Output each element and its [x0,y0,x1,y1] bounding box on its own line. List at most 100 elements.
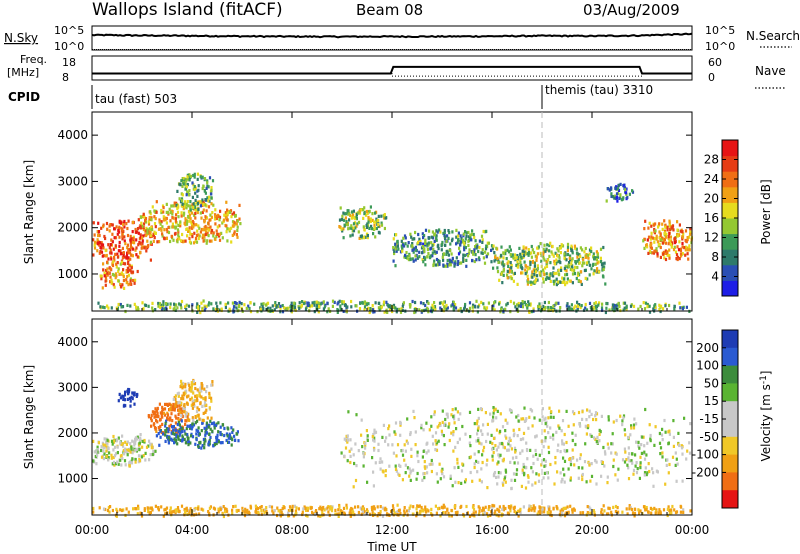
power-cell [336,302,339,306]
x-axis-labels: 00:00 04:00 08:00 12:00 16:00 20:00 00:00 [75,523,710,537]
velocity-cell [482,423,485,427]
power-cell [419,242,422,246]
power-cell [555,258,558,262]
power-cell [360,234,363,238]
velocity-cell [514,450,517,454]
velocity-cell [198,512,201,516]
power-colorbar-swatch [722,171,738,188]
power-cell [668,239,671,243]
velocity-cell [423,476,426,480]
velocity-cell [124,463,127,467]
velocity-cell [373,428,376,432]
power-cell [174,217,177,221]
velocity-cell [208,442,211,446]
velocity-cell [476,419,479,423]
power-cell [133,281,136,285]
velocity-cell [621,510,624,514]
power-cell [596,261,599,265]
power-cell [350,224,353,228]
power-cell [109,275,112,279]
velocity-cell [376,514,379,518]
velocity-cell [340,451,343,455]
velocity-cell [213,424,216,428]
power-cell [171,212,174,216]
velocity-cell [204,398,207,402]
power-cell [599,256,602,260]
power-cell [480,251,483,255]
velocity-cell [132,393,136,397]
velocity-cell [221,512,224,516]
power-cell [136,306,139,310]
velocity-cell [548,507,551,511]
power-cell [584,276,587,280]
velocity-cell [527,508,530,513]
velocity-cell [441,409,444,413]
velocity-cell [610,442,613,446]
velocity-cell [474,510,477,514]
velocity-cell [637,508,640,512]
power-cell [343,223,346,227]
velocity-cell [475,459,478,463]
power-cell [310,304,313,308]
power-cell [228,210,232,214]
velocity-cell [295,506,298,510]
velocity-cell [165,430,168,434]
power-cell [339,307,342,311]
power-cell [101,254,104,258]
velocity-cell [254,504,257,508]
power-cell [450,252,453,256]
power-cell [392,259,395,263]
velocity-cell [549,426,552,430]
power-cell [601,302,604,306]
velocity-cell [560,429,563,433]
power-cell [107,270,110,274]
velocity-cell [130,447,133,451]
velocity-cell [658,431,661,436]
velocity-cell [519,510,522,515]
velocity-cell [420,505,423,510]
velocity-cell [153,415,156,419]
velocity-cell [137,445,141,449]
velocity-cell [420,426,423,430]
power-cell [664,249,667,253]
velocity-cell [624,433,627,437]
velocity-cell [210,399,213,403]
velocity-cell [507,442,510,446]
velocity-cell [448,438,451,443]
velocity-cell [593,510,596,515]
velocity-cell [628,504,631,508]
power-cell [426,307,430,312]
power-cell [661,241,665,245]
power-cell [227,301,230,305]
velocity-cell [188,386,191,390]
velocity-cell [442,503,445,507]
velocity-cell [197,433,200,437]
velocity-cell [127,387,130,392]
power-cell [184,182,187,186]
velocity-cell [291,506,294,510]
velocity-cell [202,397,205,401]
power-cell [146,231,149,235]
velocity-cell [625,507,628,511]
power-cell [186,175,189,179]
power-cell [547,276,550,280]
power-cell [139,226,142,230]
power-cell [164,218,167,222]
y-tick-label: 1000 [57,267,88,281]
velocity-cell [352,453,355,457]
velocity-cell [231,430,234,434]
velocity-cell [113,454,117,458]
velocity-cell [150,417,153,421]
velocity-cell [129,442,132,446]
velocity-cell [355,413,358,417]
power-cell [266,301,270,305]
power-cell [187,229,190,233]
velocity-cell [96,445,99,449]
velocity-cell [184,432,187,436]
velocity-cell [176,422,179,427]
power-cell [408,303,411,307]
power-cell [441,240,444,245]
velocity-cell [627,456,630,460]
velocity-cell [138,441,141,445]
velocity-cell [515,468,519,472]
